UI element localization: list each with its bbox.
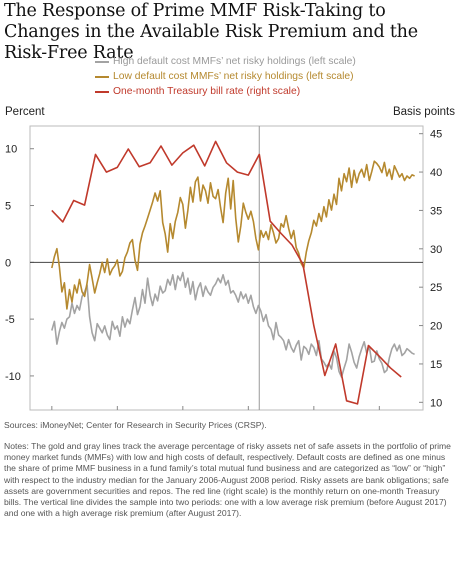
legend-swatch-tbill [95, 90, 109, 93]
right-tick-label: 15 [430, 359, 442, 371]
legend-label-tbill: One-month Treasury bill rate (right scal… [113, 86, 301, 97]
series-line-low-cost [51, 160, 415, 310]
legend-label-low-cost: Low default cost MMFs’ net risky holding… [113, 71, 354, 82]
left-axis-title: Percent [5, 106, 45, 118]
right-axis-title: Basis points [392, 106, 455, 118]
right-tick-label: 35 [430, 205, 442, 217]
notes-text: Notes: The gold and gray lines track the… [4, 441, 451, 519]
legend-item-low-cost: Low default cost MMFs’ net risky holding… [95, 69, 356, 84]
left-tick-label: 10 [5, 144, 17, 156]
left-tick-label: -5 [5, 314, 15, 326]
series-line-tbill [51, 140, 402, 405]
right-tick-label: 20 [430, 321, 442, 333]
right-tick-label: 45 [430, 129, 442, 141]
series-line-high-cost [51, 271, 415, 378]
chart-legend: High default cost MMFs’ net risky holdin… [95, 54, 356, 99]
legend-item-high-cost: High default cost MMFs’ net risky holdin… [95, 54, 356, 69]
sources-note: Sources: iMoneyNet; Center for Research … [4, 420, 267, 430]
right-tick-label: 10 [430, 397, 442, 409]
legend-item-tbill: One-month Treasury bill rate (right scal… [95, 84, 356, 99]
chart-title: The Response of Prime MMF Risk-Taking to… [4, 1, 418, 63]
right-tick-label: 25 [430, 282, 442, 294]
plot-frame [29, 125, 424, 411]
right-tick-label: 40 [430, 167, 442, 179]
right-tick-label: 30 [430, 244, 442, 256]
left-tick-label: 0 [5, 257, 11, 269]
left-tick-label: -10 [5, 371, 21, 383]
legend-label-high-cost: High default cost MMFs’ net risky holdin… [113, 56, 356, 67]
legend-swatch-low-cost [95, 75, 109, 78]
left-tick-label: 5 [5, 201, 11, 213]
legend-swatch-high-cost [95, 60, 109, 63]
